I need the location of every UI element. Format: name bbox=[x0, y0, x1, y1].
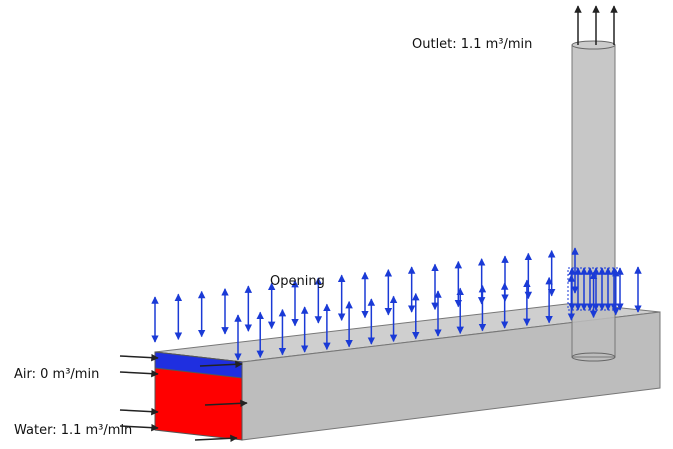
arrow bbox=[204, 399, 248, 408]
arrow bbox=[199, 360, 243, 369]
arrow bbox=[194, 434, 238, 443]
arrow bbox=[119, 369, 159, 378]
water-label: Water: 1.1 m³/min bbox=[14, 423, 132, 438]
arrow bbox=[119, 353, 159, 362]
outlet-top bbox=[571, 40, 616, 50]
arrow bbox=[119, 407, 159, 416]
pipe-base bbox=[571, 352, 616, 362]
air-label: Air: 0 m³/min bbox=[14, 367, 99, 382]
arrow bbox=[119, 423, 159, 432]
opening-label: Opening bbox=[270, 274, 325, 289]
outlet-label: Outlet: 1.1 m³/min bbox=[412, 37, 532, 52]
air-inlet bbox=[154, 351, 243, 379]
